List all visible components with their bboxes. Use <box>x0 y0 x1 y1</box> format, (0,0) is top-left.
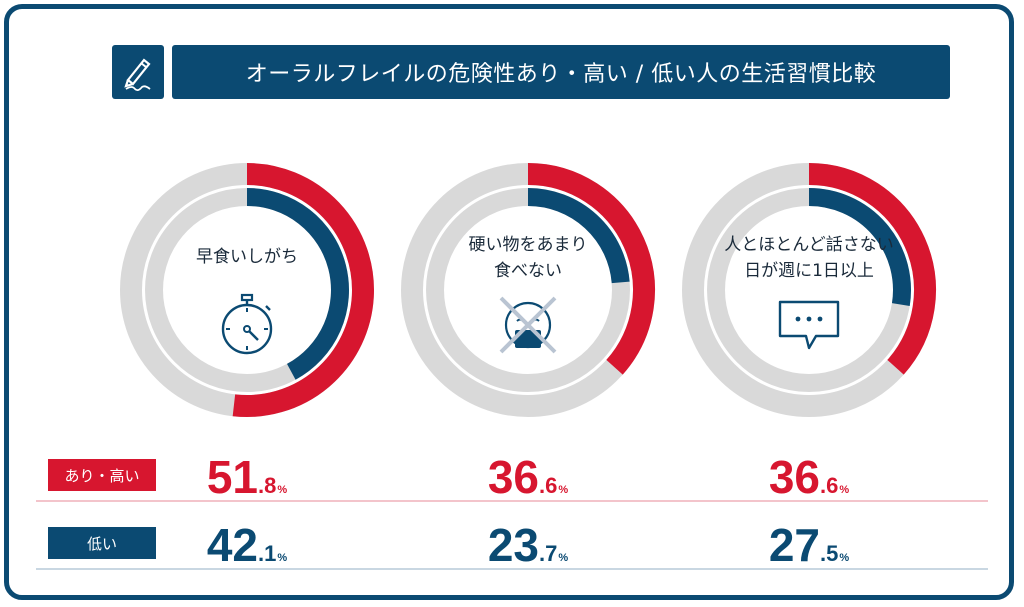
legend-high-risk: あり・高い <box>48 459 156 491</box>
donut-arc-high <box>527 163 655 375</box>
legend-low-risk: 低い <box>48 527 156 559</box>
chart-label-no-talking: 人とほとんど話さない 日が週に1日以上 <box>724 235 894 281</box>
stopwatch-icon <box>217 293 277 361</box>
donut-arc-low <box>246 188 349 380</box>
value-fast-eating-high: 51.8% <box>206 451 288 503</box>
page-title: オーラルフレイルの危険性あり・高い / 低い人の生活習慣比較 <box>172 45 950 99</box>
value-fast-eating-low: 42.1% <box>206 519 288 571</box>
row-divider-low <box>36 568 988 570</box>
row-divider-high <box>36 500 988 502</box>
value-hard-food-low: 23.7% <box>487 519 569 571</box>
speech-bubble-icon <box>776 298 842 356</box>
donut-arc-low <box>808 188 911 306</box>
donut-arc-high <box>232 163 374 417</box>
no-eating-icon <box>493 290 563 364</box>
donut-arc-low <box>527 188 630 284</box>
value-no-talking-low: 27.5% <box>768 519 850 571</box>
chart-label-fast-eating: 早食いしがち <box>196 247 298 267</box>
donut-arc-high <box>808 163 936 375</box>
value-no-talking-high: 36.6% <box>768 451 850 503</box>
pen-signature-icon <box>112 45 164 99</box>
chart-label-hard-food: 硬い物をあまり 食べない <box>468 235 588 281</box>
value-hard-food-high: 36.6% <box>487 451 569 503</box>
